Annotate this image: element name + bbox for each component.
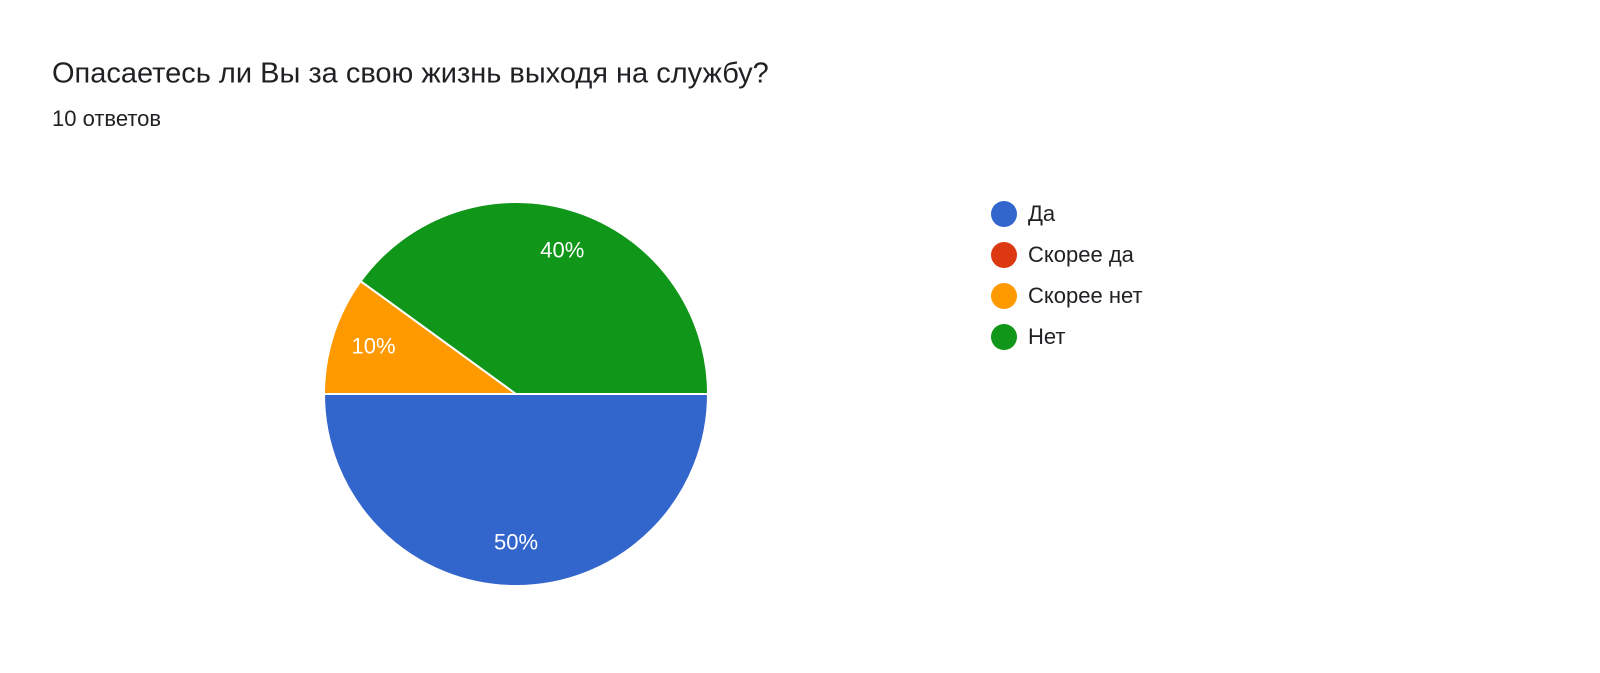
legend-label: Скорее да	[1028, 242, 1135, 267]
pie-slice	[322, 279, 520, 395]
legend-marker	[991, 283, 1017, 309]
legend-label: Скорее нет	[1028, 283, 1143, 308]
legend-marker	[991, 242, 1017, 268]
slice-label: 50%	[494, 530, 538, 555]
chart-title: Опасаетесь ли Вы за свою жизнь выходя на…	[52, 58, 769, 90]
legend-marker	[991, 201, 1017, 227]
slice-label: 40%	[540, 237, 584, 262]
slice-label: 10%	[352, 334, 396, 359]
pie-slice	[322, 393, 710, 587]
legend-marker	[991, 324, 1017, 350]
pie-slice	[359, 201, 710, 395]
chart-subtitle: 10 ответов	[52, 106, 161, 131]
legend-label: Нет	[1028, 324, 1065, 349]
legend-label: Да	[1028, 201, 1056, 226]
